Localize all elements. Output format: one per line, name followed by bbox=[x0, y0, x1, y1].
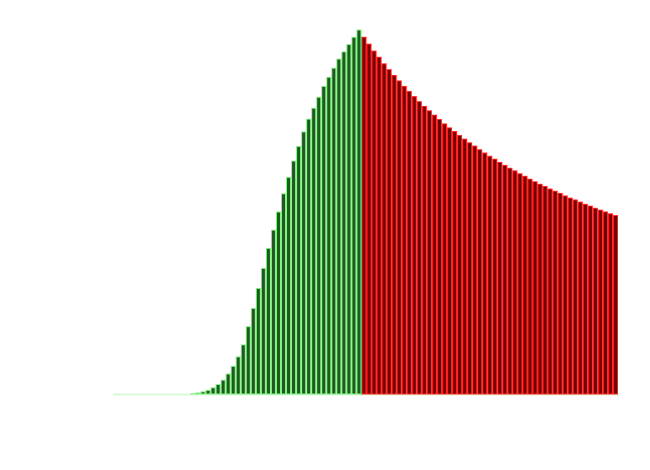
bar-rising-16 bbox=[195, 392, 201, 395]
bar-rising-36 bbox=[296, 145, 302, 395]
bar-falling-53 bbox=[381, 63, 387, 395]
bar-falling-81 bbox=[522, 175, 528, 395]
bar-falling-97 bbox=[602, 211, 608, 395]
bar-rising-38 bbox=[306, 118, 312, 395]
bar-rising-37 bbox=[301, 131, 307, 395]
bar-falling-69 bbox=[462, 138, 468, 395]
bar-falling-61 bbox=[421, 105, 427, 395]
bar-falling-52 bbox=[376, 56, 382, 395]
bar-rising-48 bbox=[356, 29, 362, 395]
bar-falling-51 bbox=[371, 50, 377, 395]
bar-rising-20 bbox=[215, 384, 221, 395]
bar-falling-71 bbox=[472, 145, 478, 395]
bar-falling-70 bbox=[467, 142, 473, 395]
bar-rising-28 bbox=[255, 287, 261, 395]
bar-falling-91 bbox=[572, 199, 578, 395]
bar-rising-23 bbox=[230, 365, 236, 395]
bar-rising-34 bbox=[286, 176, 292, 395]
bar-falling-74 bbox=[487, 155, 493, 395]
bar-falling-79 bbox=[512, 170, 518, 395]
bar-falling-80 bbox=[517, 173, 523, 395]
bar-falling-55 bbox=[391, 75, 397, 395]
bar-rising-22 bbox=[225, 373, 231, 395]
bar-falling-93 bbox=[582, 203, 588, 395]
bar-falling-77 bbox=[502, 164, 508, 395]
bar-falling-85 bbox=[542, 186, 548, 395]
bar-falling-67 bbox=[452, 131, 458, 395]
bar-falling-87 bbox=[552, 190, 558, 395]
bar-rising-46 bbox=[346, 44, 352, 395]
bar-rising-27 bbox=[250, 307, 256, 395]
bar-rising-32 bbox=[275, 211, 281, 395]
bar-rising-44 bbox=[336, 58, 342, 395]
bar-falling-49 bbox=[361, 36, 367, 395]
bar-falling-72 bbox=[477, 149, 483, 395]
bar-rising-39 bbox=[311, 107, 317, 395]
bar-falling-68 bbox=[457, 135, 463, 395]
bar-falling-84 bbox=[537, 183, 543, 395]
bar-rising-25 bbox=[240, 344, 246, 395]
bar-falling-73 bbox=[482, 152, 488, 395]
bar-falling-83 bbox=[532, 181, 538, 395]
bar-falling-95 bbox=[592, 207, 598, 395]
bar-rising-41 bbox=[321, 85, 327, 395]
bar-rising-35 bbox=[291, 160, 297, 395]
bar-rising-26 bbox=[245, 326, 251, 395]
bar-falling-50 bbox=[366, 43, 372, 395]
bar-rising-21 bbox=[220, 379, 226, 395]
bar-falling-88 bbox=[557, 192, 563, 395]
bar-rising-47 bbox=[351, 36, 357, 395]
bar-falling-78 bbox=[507, 167, 513, 395]
bar-rising-40 bbox=[316, 96, 322, 395]
bar-falling-62 bbox=[426, 110, 432, 395]
bar-falling-59 bbox=[411, 96, 417, 395]
bar-falling-65 bbox=[441, 123, 447, 395]
bar-falling-56 bbox=[396, 80, 402, 395]
bar-falling-60 bbox=[416, 101, 422, 395]
bar-rising-17 bbox=[200, 391, 206, 395]
bar-falling-92 bbox=[577, 201, 583, 395]
bar-falling-96 bbox=[597, 209, 603, 395]
bar-falling-75 bbox=[492, 158, 498, 395]
bar-rising-33 bbox=[280, 193, 287, 395]
bar-falling-90 bbox=[567, 197, 573, 395]
bar-falling-82 bbox=[527, 178, 533, 395]
bar-rising-18 bbox=[205, 389, 211, 395]
bar-rising-45 bbox=[341, 51, 347, 395]
bar-falling-54 bbox=[386, 69, 392, 395]
bar-rising-43 bbox=[331, 67, 337, 395]
bar-falling-63 bbox=[431, 114, 437, 395]
bar-falling-89 bbox=[562, 195, 568, 395]
bar-falling-76 bbox=[497, 162, 503, 395]
bar-rising-24 bbox=[235, 356, 241, 395]
bar-falling-57 bbox=[401, 85, 407, 395]
bar-rising-29 bbox=[260, 267, 266, 395]
bar-falling-98 bbox=[607, 213, 613, 395]
bar-rising-30 bbox=[265, 247, 271, 395]
bar-falling-64 bbox=[436, 119, 442, 395]
bar-rising-19 bbox=[210, 387, 216, 395]
bar-falling-66 bbox=[446, 127, 453, 395]
bar-rising-31 bbox=[270, 229, 276, 395]
bars-group bbox=[190, 29, 618, 395]
bar-rising-42 bbox=[326, 76, 332, 395]
bar-falling-94 bbox=[587, 205, 593, 395]
bar-falling-58 bbox=[406, 91, 412, 395]
bar-falling-99 bbox=[612, 215, 618, 395]
bar-falling-86 bbox=[547, 188, 553, 395]
